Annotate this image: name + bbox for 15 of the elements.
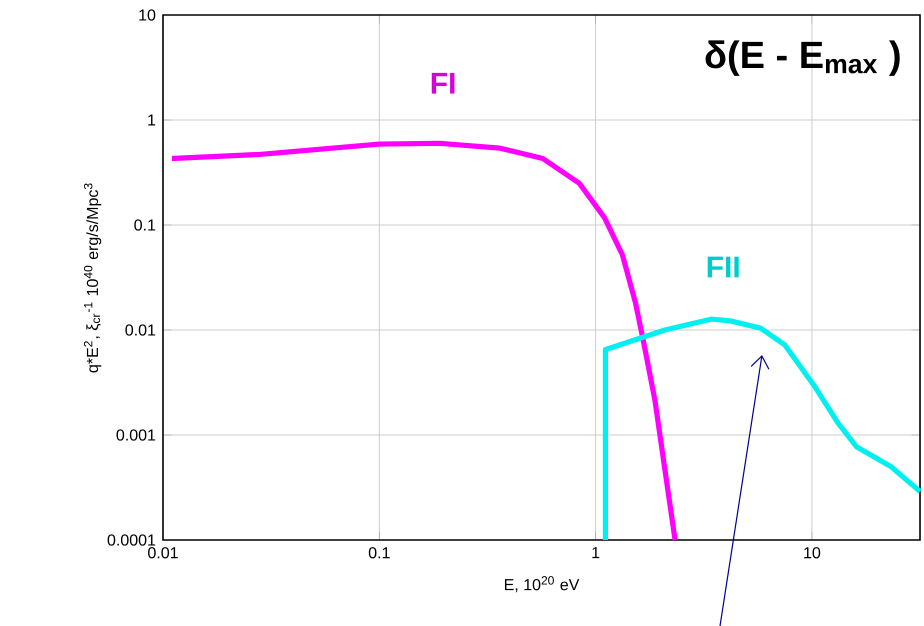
series-label: FII	[708, 256, 739, 278]
text: q*E$^{2}$, ξ$_{cr}$$^{-1}$ 10$^{40}$ erg/s/Mpc$^{3}$	[84, 183, 102, 372]
x-tick-label: 0.01	[148, 547, 178, 558]
x-tick-label: 10	[804, 547, 820, 558]
y-tick-label: 0.0001	[108, 534, 156, 546]
y-tick-label: 10	[139, 9, 156, 21]
y-tick-label: 0.1	[134, 219, 156, 231]
x-axis-title: E, 10$^{20}$ eV	[504, 576, 580, 592]
x-tick-label: 1	[592, 547, 600, 558]
y-tick-label: 1	[148, 114, 156, 126]
x-tick-label: 0.1	[368, 547, 390, 558]
annotation: δ(E - E$_{max}$ )	[706, 40, 900, 76]
series-label: FI	[432, 72, 454, 94]
y-tick-label: 0.01	[125, 324, 156, 336]
y-tick-label: 0.001	[116, 429, 156, 441]
